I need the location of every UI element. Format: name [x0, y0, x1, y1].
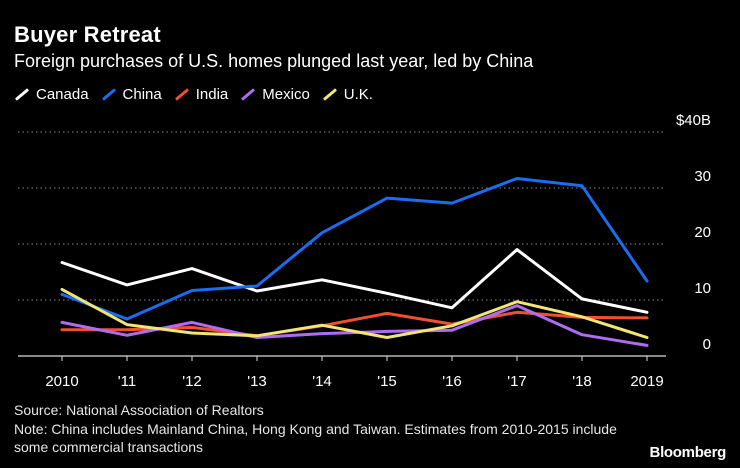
- y-tick-label: 0: [703, 336, 711, 353]
- grid-layer: [18, 131, 666, 357]
- legend-item-mexico: Mexico: [240, 86, 310, 103]
- x-tick-label: '17: [507, 373, 527, 390]
- legend-label-china: China: [122, 86, 162, 103]
- legend-label-india: India: [195, 86, 229, 103]
- x-tick-label: '14: [312, 373, 332, 390]
- x-axis-ticks: 2010 '11 '12 '13 '14 '15 '16 '17 '18 2019: [45, 356, 664, 390]
- legend-item-canada: Canada: [14, 86, 89, 103]
- chart-subtitle: Foreign purchases of U.S. homes plunged …: [14, 51, 534, 71]
- bloomberg-logo: Bloomberg: [649, 444, 727, 461]
- x-tick-label: '18: [572, 373, 592, 390]
- legend-item-india: India: [174, 86, 229, 103]
- x-tick-label: '13: [247, 373, 267, 390]
- x-tick-label: 2010: [45, 373, 78, 390]
- legend-label-canada: Canada: [36, 86, 89, 103]
- y-tick-label: 30: [694, 168, 711, 185]
- y-tick-label: 10: [694, 280, 711, 297]
- y-axis-ticks: 0 10 20 30 $40B: [676, 112, 711, 353]
- x-tick-label: '16: [442, 373, 462, 390]
- x-tick-label: 2019: [630, 373, 663, 390]
- series-layer: [60, 177, 649, 347]
- footnote: Note: China includes Mainland China, Hon…: [14, 421, 617, 455]
- legend-label-mexico: Mexico: [262, 86, 310, 103]
- legend-item-uk: U.K.: [322, 86, 373, 103]
- source-note: Source: National Association of Realtors: [14, 402, 264, 418]
- chart-title: Buyer Retreat: [14, 22, 161, 47]
- series-line-uk: [60, 287, 649, 339]
- x-tick-label: '12: [182, 373, 202, 390]
- legend-label-uk: U.K.: [343, 86, 373, 103]
- y-tick-label: 20: [694, 224, 711, 241]
- legend-item-china: China: [101, 86, 162, 103]
- y-tick-label: $40B: [676, 112, 711, 129]
- series-line-china: [60, 177, 649, 321]
- x-tick-label: '11: [118, 373, 136, 390]
- legend: Canada China India Mexico U.K.: [14, 86, 385, 103]
- x-tick-label: '15: [377, 373, 397, 390]
- series-line-canada: [60, 248, 649, 314]
